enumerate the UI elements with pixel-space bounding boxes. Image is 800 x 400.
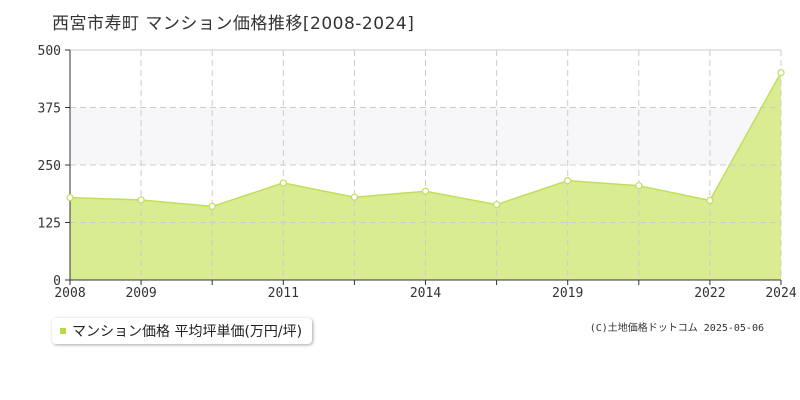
data-point (493, 200, 501, 209)
y-tick-label: 250 (38, 159, 61, 174)
data-point (706, 196, 714, 205)
chart-title: 西宮市寿町 マンション価格推移[2008-2024] (52, 14, 415, 34)
chart-legend: マンション価格 平均坪単価(万円/坪) (52, 318, 313, 344)
plot-band (70, 107, 781, 165)
y-tick-label: 0 (53, 274, 61, 289)
x-tick-label: 2024 (765, 286, 796, 301)
x-tick-label: 2008 (54, 286, 85, 301)
data-point (421, 187, 430, 195)
y-tick-label: 375 (38, 102, 61, 117)
legend-label: マンション価格 平均坪単価(万円/坪) (72, 324, 303, 340)
data-point (350, 193, 358, 201)
data-point (66, 194, 74, 202)
x-tick-label: 2022 (694, 286, 725, 301)
series-area (70, 72, 781, 280)
data-point (279, 179, 287, 187)
y-tick-label: 500 (38, 44, 61, 59)
legend-marker (60, 328, 66, 334)
y-tick-label: 125 (38, 217, 61, 232)
x-tick-label: 2014 (410, 286, 441, 301)
x-tick-label: 2011 (268, 286, 299, 301)
data-point (635, 182, 643, 190)
x-tick-label: 2009 (125, 286, 156, 301)
data-point (777, 68, 785, 77)
data-point (208, 202, 216, 210)
copyright-text: (C)土地価格ドットコム 2025-05-06 (589, 323, 764, 334)
data-point (564, 177, 572, 185)
x-tick-label: 2019 (552, 286, 583, 301)
data-point (137, 196, 145, 204)
